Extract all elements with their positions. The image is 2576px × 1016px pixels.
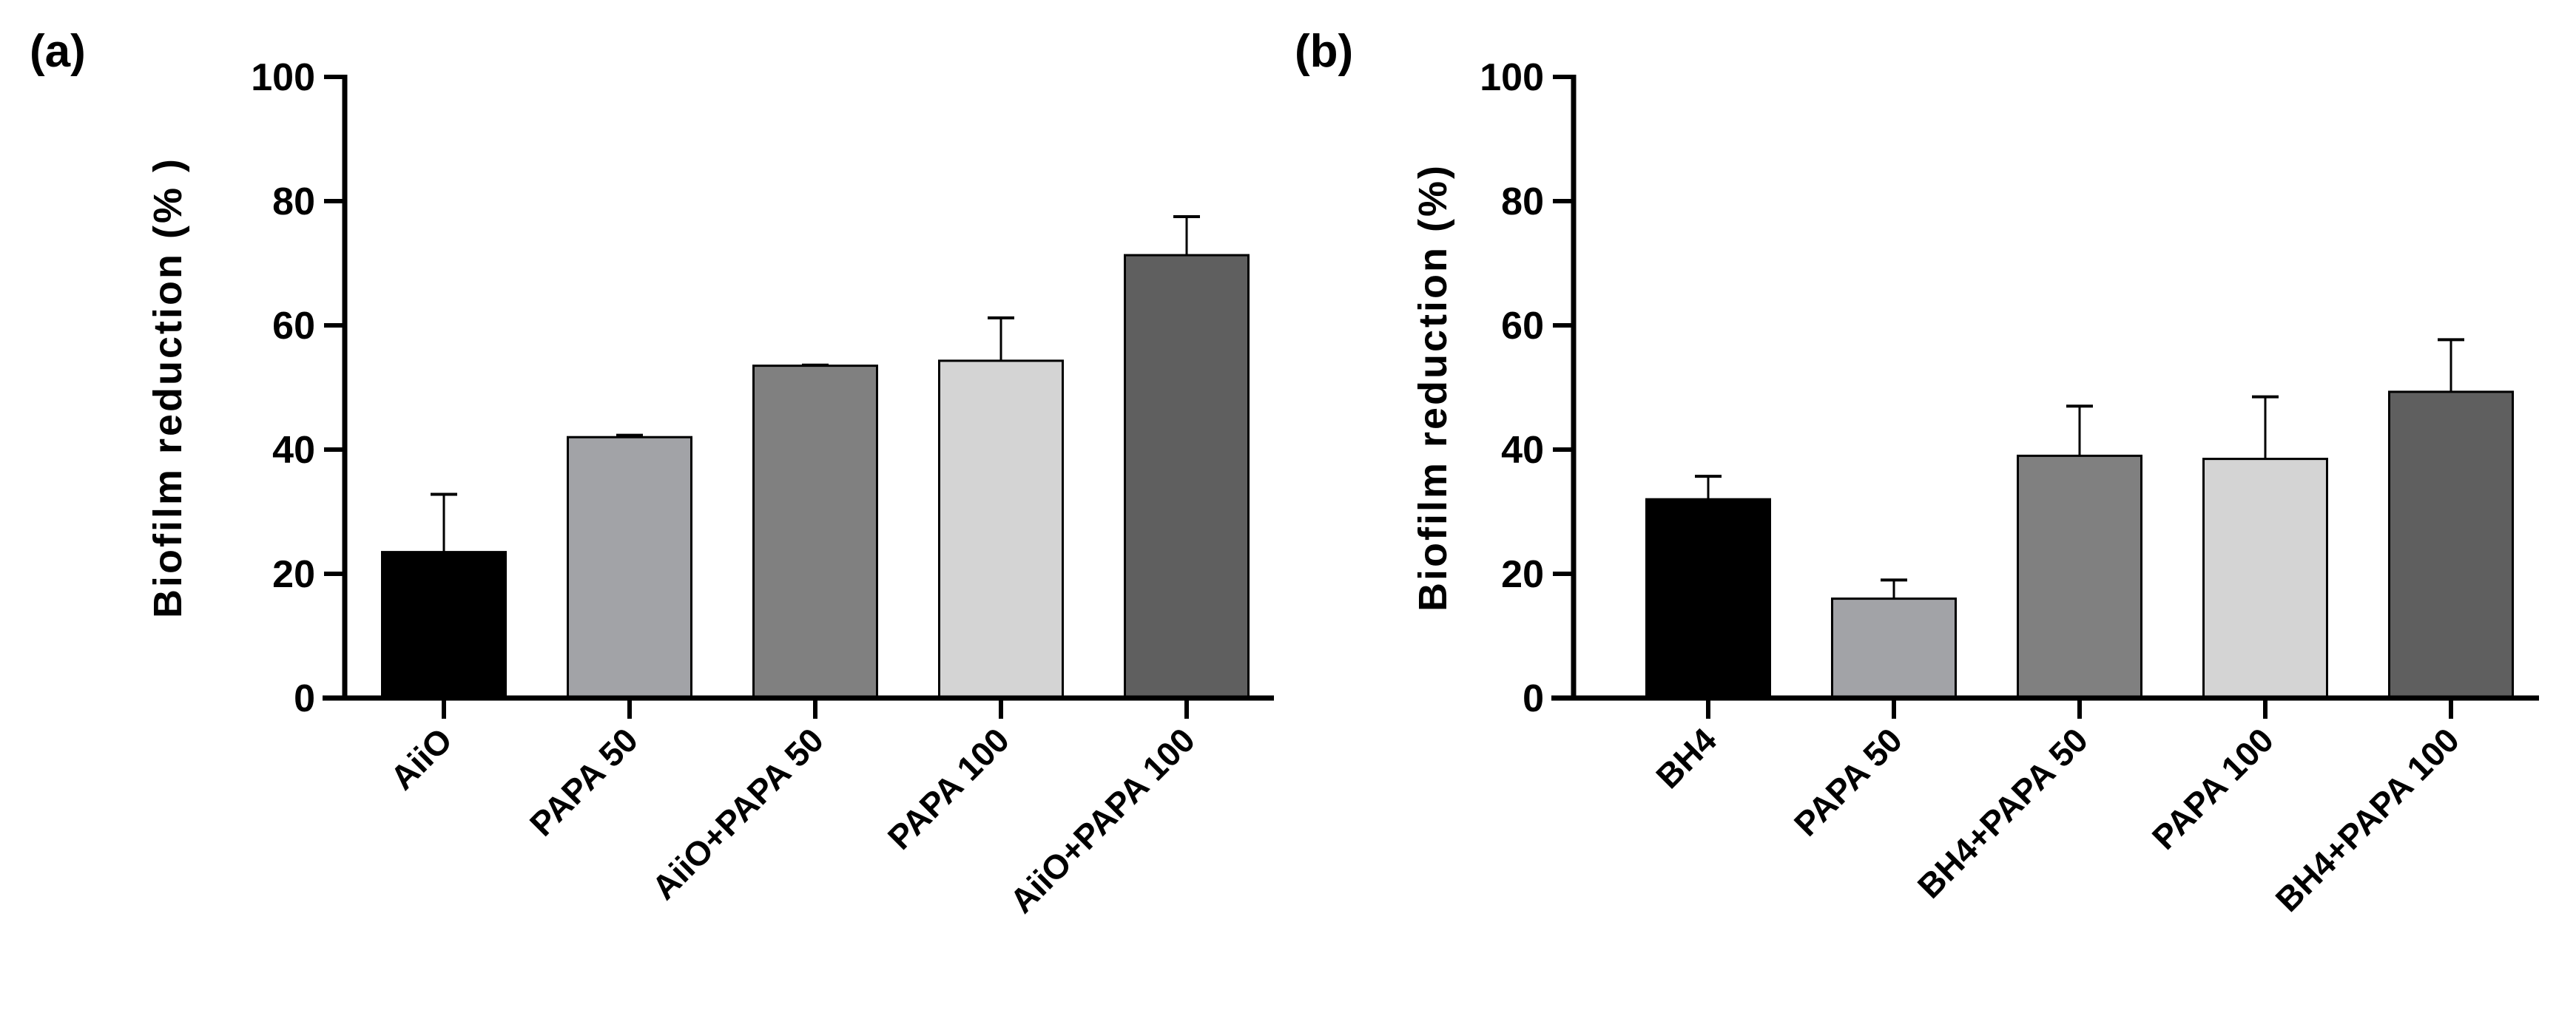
y-axis-label: Biofilm reduction (% ) xyxy=(146,157,190,618)
panel-label: (a) xyxy=(30,26,86,77)
y-tick-label: 60 xyxy=(272,305,315,348)
y-tick-label: 40 xyxy=(1501,429,1544,472)
x-tick-label: AiiO xyxy=(382,720,459,797)
y-tick-label: 80 xyxy=(272,180,315,223)
x-tick-label: BH4+PAPA 100 xyxy=(2268,720,2467,918)
x-tick-label: PAPA 50 xyxy=(1787,720,1909,843)
panel-b: (b)Biofilm reduction (%)BH4 PAPA 50 BH4+PA… xyxy=(1295,26,2539,919)
bar xyxy=(1124,254,1250,700)
y-axis-label: Biofilm reduction (%) xyxy=(1411,163,1455,612)
y-tick-label: 20 xyxy=(1501,553,1544,596)
x-tick-label: AiiO+PAPA 100 xyxy=(1002,720,1202,920)
x-tick-label: BH4 xyxy=(1648,720,1724,796)
bar xyxy=(2202,458,2328,700)
y-tick-label: 0 xyxy=(294,677,315,720)
bar xyxy=(938,359,1064,700)
bar xyxy=(381,551,507,700)
bar xyxy=(1645,498,1771,700)
bar xyxy=(2017,454,2142,700)
x-tick-label: PAPA 100 xyxy=(2145,720,2281,856)
x-tick-label: PAPA 100 xyxy=(880,720,1016,856)
y-tick-label: 20 xyxy=(272,553,315,596)
y-tick-label: 0 xyxy=(1523,677,1544,720)
x-tick-label: AiiO+PAPA 50 xyxy=(644,720,831,907)
y-tick-label: 80 xyxy=(1501,180,1544,223)
bar xyxy=(2388,390,2514,700)
y-tick-label: 100 xyxy=(1480,56,1544,99)
y-tick-label: 60 xyxy=(1501,305,1544,348)
y-tick-label: 100 xyxy=(251,56,315,99)
x-tick-label: BH4+PAPA 50 xyxy=(1910,720,2095,905)
bar xyxy=(567,436,692,700)
panel-a: (a)Biofilm reduction (% )AiiO PAPA 50AiiO… xyxy=(30,26,1274,921)
bar xyxy=(752,365,878,700)
panel-label: (b) xyxy=(1295,26,1353,77)
x-tick-label: PAPA 50 xyxy=(522,720,645,843)
bar xyxy=(1831,597,1957,700)
y-tick-label: 40 xyxy=(272,429,315,472)
